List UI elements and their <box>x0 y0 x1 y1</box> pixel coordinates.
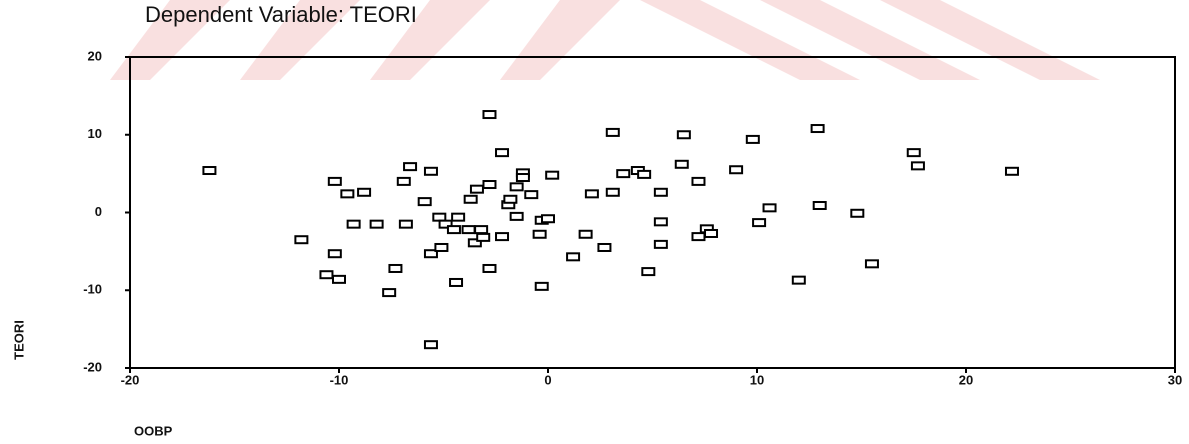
y-tick-label: -10 <box>83 282 102 297</box>
point <box>451 212 466 222</box>
x-tick-label: 30 <box>1168 372 1182 387</box>
point <box>294 235 309 245</box>
point <box>566 252 581 262</box>
point <box>532 229 547 239</box>
point <box>432 212 447 222</box>
point <box>637 169 652 179</box>
point <box>641 267 656 277</box>
point <box>476 232 491 242</box>
point <box>319 270 334 280</box>
point <box>674 159 689 169</box>
point <box>524 190 539 200</box>
point <box>906 148 921 158</box>
point <box>495 148 510 158</box>
point <box>676 130 691 140</box>
point <box>653 187 668 197</box>
point <box>396 176 411 186</box>
point <box>691 232 706 242</box>
point <box>704 228 719 238</box>
point <box>482 180 497 190</box>
watermark-shape <box>760 0 980 80</box>
point <box>653 217 668 227</box>
watermark-shape <box>240 0 360 80</box>
point <box>469 184 484 194</box>
point <box>382 288 397 298</box>
point <box>791 275 806 285</box>
point <box>482 263 497 273</box>
point <box>449 277 464 287</box>
x-tick-label: -10 <box>330 372 349 387</box>
point <box>327 249 342 259</box>
point <box>434 242 449 252</box>
point <box>691 176 706 186</box>
point <box>752 218 767 228</box>
point <box>327 176 342 186</box>
point <box>403 162 418 172</box>
point <box>545 170 560 180</box>
point <box>812 201 827 211</box>
point <box>578 229 593 239</box>
watermark-shape <box>500 0 620 80</box>
point <box>474 225 489 235</box>
y-tick-label: -20 <box>83 359 102 374</box>
point <box>446 225 461 235</box>
point <box>423 166 438 176</box>
watermark-shape <box>640 0 860 80</box>
chart-title: Dependent Variable: TEORI <box>145 2 417 27</box>
watermark-shape <box>370 0 490 80</box>
point <box>388 263 403 273</box>
point <box>597 242 612 252</box>
x-tick-label: 10 <box>750 372 764 387</box>
point <box>332 274 346 284</box>
point <box>616 169 631 179</box>
point <box>509 211 524 221</box>
point <box>340 189 355 199</box>
point <box>467 238 482 248</box>
point <box>605 127 620 137</box>
y-tick-label: 20 <box>88 48 102 63</box>
point <box>850 208 865 218</box>
point <box>534 281 549 291</box>
y-tick-label: 10 <box>88 126 102 141</box>
point <box>584 189 599 199</box>
point <box>461 225 476 235</box>
x-tick-label: -20 <box>121 372 140 387</box>
point <box>729 165 744 175</box>
point <box>605 187 620 197</box>
point <box>762 203 777 213</box>
x-tick-label: 20 <box>959 372 973 387</box>
point <box>503 194 518 204</box>
point <box>438 219 453 229</box>
x-tick-label: 0 <box>544 372 551 387</box>
point <box>864 259 879 269</box>
point <box>482 110 497 120</box>
point <box>423 249 438 259</box>
y-tick-label: 0 <box>95 204 102 219</box>
point <box>369 219 384 229</box>
point <box>745 134 760 144</box>
y-axis-label: TEORI <box>11 320 26 360</box>
point <box>417 197 432 207</box>
watermark <box>110 0 1100 80</box>
point <box>202 166 217 176</box>
point <box>910 161 925 171</box>
point <box>810 124 825 134</box>
point <box>357 187 372 197</box>
point <box>541 214 555 224</box>
point <box>1004 166 1019 176</box>
watermark-shape <box>880 0 1100 80</box>
x-axis-label: OOBP <box>134 423 173 438</box>
point <box>653 239 668 249</box>
point <box>515 173 530 183</box>
plot-frame <box>129 56 1176 369</box>
watermark-shape <box>110 0 230 80</box>
point <box>398 219 413 229</box>
point <box>495 232 510 242</box>
point <box>346 219 361 229</box>
point <box>463 194 478 204</box>
point <box>423 340 438 350</box>
point <box>509 182 524 192</box>
